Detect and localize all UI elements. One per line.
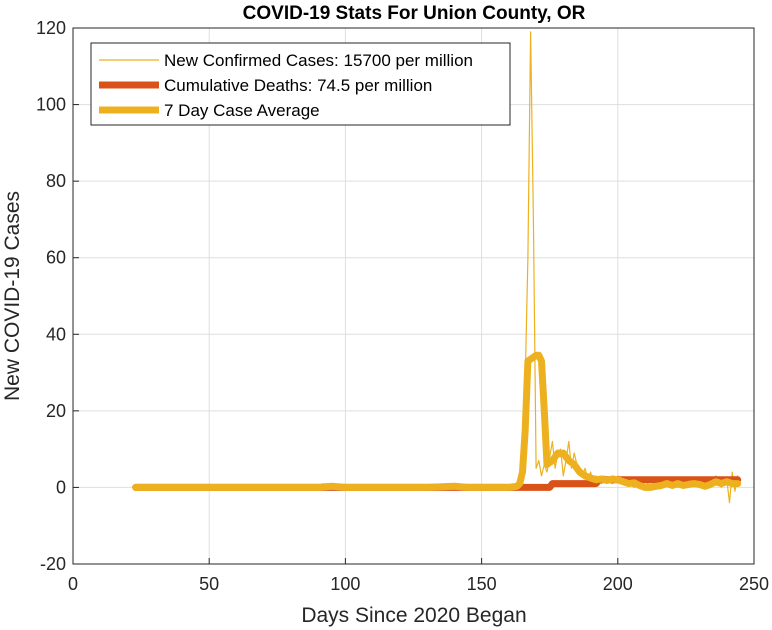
y-tick-label: 80 bbox=[46, 171, 66, 191]
chart-title: COVID-19 Stats For Union County, OR bbox=[243, 3, 586, 24]
y-tick-label: 20 bbox=[46, 401, 66, 421]
y-tick-label: 60 bbox=[46, 248, 66, 268]
legend-box bbox=[90, 42, 511, 126]
series-7-day-average bbox=[132, 351, 742, 491]
y-tick-label: 40 bbox=[46, 324, 66, 344]
legend-label-7-day-average: 7 Day Case Average bbox=[164, 101, 320, 120]
y-tick-label: 120 bbox=[36, 18, 66, 38]
y-tick-label: -20 bbox=[40, 554, 66, 574]
x-tick-label: 100 bbox=[330, 574, 360, 594]
x-tick-label: 0 bbox=[68, 574, 78, 594]
x-tick-label: 50 bbox=[199, 574, 219, 594]
y-axis-label: New COVID-19 Cases bbox=[1, 191, 24, 401]
plot-frame bbox=[72, 27, 755, 565]
x-tick-label: 150 bbox=[467, 574, 497, 594]
y-tick-label: 100 bbox=[36, 95, 66, 115]
series-group bbox=[132, 31, 742, 504]
legend: New Confirmed Cases: 15700 per million C… bbox=[90, 42, 511, 126]
legend-label-new-cases: New Confirmed Cases: 15700 per million bbox=[164, 51, 473, 70]
x-axis-label: Days Since 2020 Began bbox=[301, 604, 526, 627]
x-tick-label: 200 bbox=[603, 574, 633, 594]
x-tick-label: 250 bbox=[739, 574, 769, 594]
y-tick-label: 0 bbox=[56, 477, 66, 497]
legend-label-cumulative-deaths: Cumulative Deaths: 74.5 per million bbox=[164, 76, 432, 95]
